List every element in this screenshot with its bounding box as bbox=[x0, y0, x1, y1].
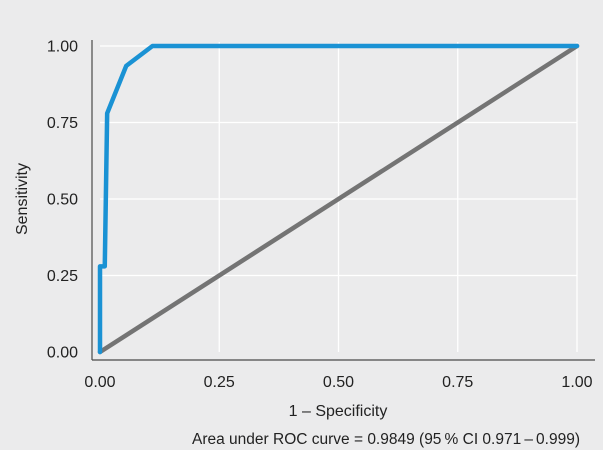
x-tick-labels: 0.00 0.25 0.50 0.75 1.00 bbox=[84, 374, 592, 391]
auc-caption: Area under ROC curve = 0.9849 (95 % CI 0… bbox=[192, 431, 580, 448]
series-layer bbox=[97, 43, 580, 355]
y-tick-label: 0.50 bbox=[47, 192, 78, 209]
x-tick-label: 0.50 bbox=[323, 374, 354, 391]
x-tick-label: 1.00 bbox=[561, 374, 592, 391]
y-tick-label: 1.00 bbox=[47, 39, 78, 56]
x-tick-label: 0.75 bbox=[442, 374, 473, 391]
axis-lines bbox=[91, 40, 595, 361]
y-tick-label: 0.75 bbox=[47, 115, 78, 132]
y-tick-labels: 0.00 0.25 0.50 0.75 1.00 bbox=[47, 39, 78, 362]
reference-diagonal-line bbox=[97, 43, 580, 355]
roc-curve-line bbox=[97, 43, 580, 355]
y-axis-title: Sensitivity bbox=[14, 163, 31, 235]
x-tick-label: 0.25 bbox=[204, 374, 235, 391]
x-tick-label: 0.00 bbox=[84, 374, 115, 391]
y-tick-label: 0.00 bbox=[47, 345, 78, 362]
x-axis-title: 1 – Specificity bbox=[289, 403, 388, 420]
y-tick-label: 0.25 bbox=[47, 268, 78, 285]
